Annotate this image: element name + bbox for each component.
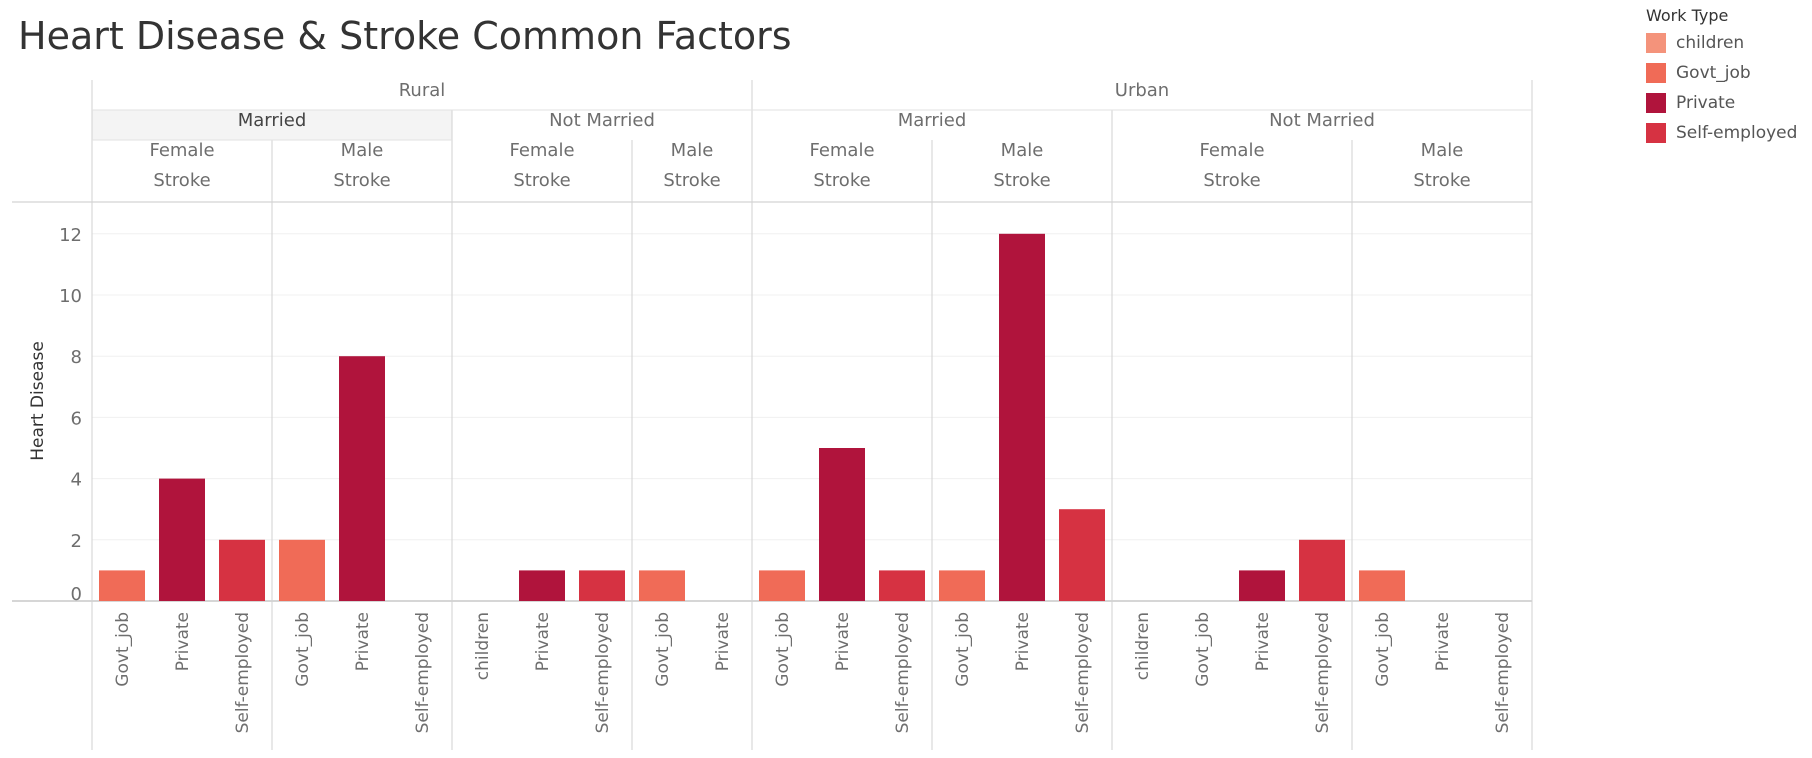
y-tick-label: 10 xyxy=(59,286,82,307)
legend-swatch xyxy=(1646,63,1666,83)
legend-item[interactable]: Self-employed xyxy=(1646,118,1812,148)
bar xyxy=(219,539,265,601)
bar xyxy=(99,570,145,601)
y-tick-label: 6 xyxy=(71,408,82,429)
x-tick-label: Self-employed xyxy=(593,612,613,733)
legend-item[interactable]: Private xyxy=(1646,88,1812,118)
header-gender: Female xyxy=(509,140,574,161)
bar xyxy=(279,539,325,601)
bar xyxy=(1239,570,1285,601)
y-tick-label: 8 xyxy=(71,347,82,368)
bar xyxy=(1359,570,1405,601)
header-marital: Married xyxy=(898,110,967,131)
bar xyxy=(579,570,625,601)
bar xyxy=(819,448,865,601)
header-stroke: Stroke xyxy=(513,170,570,191)
legend: Work Type children Govt_job Private Self-em… xyxy=(1646,4,1812,148)
x-tick-label: Private xyxy=(1013,612,1033,671)
x-tick-label: Private xyxy=(533,612,553,671)
x-tick-label: Govt_job xyxy=(1193,612,1213,687)
y-tick-label: 12 xyxy=(59,225,82,246)
y-tick-label: 4 xyxy=(71,470,82,491)
legend-item[interactable]: children xyxy=(1646,28,1812,58)
header-gender: Female xyxy=(809,140,874,161)
header-stroke: Stroke xyxy=(663,170,720,191)
chart-area: Rural Urban Married Not Married Married Not M… xyxy=(12,80,1533,750)
x-tick-label: Govt_job xyxy=(1373,612,1393,687)
y-axis-title: Heart Disease xyxy=(28,341,48,461)
header-stroke: Stroke xyxy=(153,170,210,191)
x-tick-label: Self-employed xyxy=(413,612,433,733)
bar xyxy=(999,233,1045,602)
bar xyxy=(1059,509,1105,601)
header-residence: Urban xyxy=(1115,80,1169,101)
bar xyxy=(759,570,805,601)
header-gender: Male xyxy=(671,140,714,161)
header-stroke: Stroke xyxy=(1203,170,1260,191)
header-gender: Female xyxy=(149,140,214,161)
legend-items: children Govt_job Private Self-employed xyxy=(1646,28,1812,148)
legend-item[interactable]: Govt_job xyxy=(1646,58,1812,88)
bar xyxy=(519,570,565,601)
x-tick-label: Self-employed xyxy=(1493,612,1513,733)
bar xyxy=(159,478,205,601)
legend-label: Private xyxy=(1676,93,1736,113)
x-tick-label: Self-employed xyxy=(1313,612,1333,733)
x-tick-label: Private xyxy=(833,612,853,671)
x-tick-label: Govt_job xyxy=(653,612,673,687)
x-tick-label: children xyxy=(1133,612,1153,680)
header-stroke: Stroke xyxy=(333,170,390,191)
x-tick-label: children xyxy=(473,612,493,680)
bar xyxy=(879,570,925,601)
legend-label: Self-employed xyxy=(1676,123,1798,143)
x-tick-label: Govt_job xyxy=(293,612,313,687)
x-tick-label: Self-employed xyxy=(893,612,913,733)
legend-swatch xyxy=(1646,123,1666,143)
chart-title: Heart Disease & Stroke Common Factors xyxy=(18,14,792,58)
x-tick-label: Private xyxy=(353,612,373,671)
legend-swatch xyxy=(1646,93,1666,113)
bar xyxy=(639,570,685,601)
x-tick-label: Govt_job xyxy=(773,612,793,687)
header-marital: Not Married xyxy=(549,110,655,131)
x-tick-label: Private xyxy=(713,612,733,671)
x-tick-label: Private xyxy=(1433,612,1453,671)
x-tick-label: Self-employed xyxy=(233,612,253,733)
header-marital: Married xyxy=(238,110,307,131)
bar xyxy=(1299,539,1345,601)
bar xyxy=(939,570,985,601)
x-tick-label: Govt_job xyxy=(953,612,973,687)
header-stroke: Stroke xyxy=(993,170,1050,191)
x-tick-label: Self-employed xyxy=(1073,612,1093,733)
x-tick-label: Private xyxy=(173,612,193,671)
x-tick-label: Govt_job xyxy=(113,612,133,687)
header-stroke: Stroke xyxy=(1413,170,1470,191)
x-tick-label: Private xyxy=(1253,612,1273,671)
y-tick-label: 2 xyxy=(71,531,82,552)
header-gender: Male xyxy=(341,140,384,161)
bar xyxy=(339,356,385,601)
y-tick-label: 0 xyxy=(71,584,82,605)
header-gender: Female xyxy=(1199,140,1264,161)
legend-label: Govt_job xyxy=(1676,63,1751,83)
legend-title: Work Type xyxy=(1646,6,1729,25)
legend-label: children xyxy=(1676,33,1745,53)
legend-swatch xyxy=(1646,33,1666,53)
header-marital: Not Married xyxy=(1269,110,1375,131)
header-stroke: Stroke xyxy=(813,170,870,191)
header-gender: Male xyxy=(1421,140,1464,161)
header-residence: Rural xyxy=(399,80,446,101)
header-highlight xyxy=(92,110,452,140)
header-gender: Male xyxy=(1001,140,1044,161)
